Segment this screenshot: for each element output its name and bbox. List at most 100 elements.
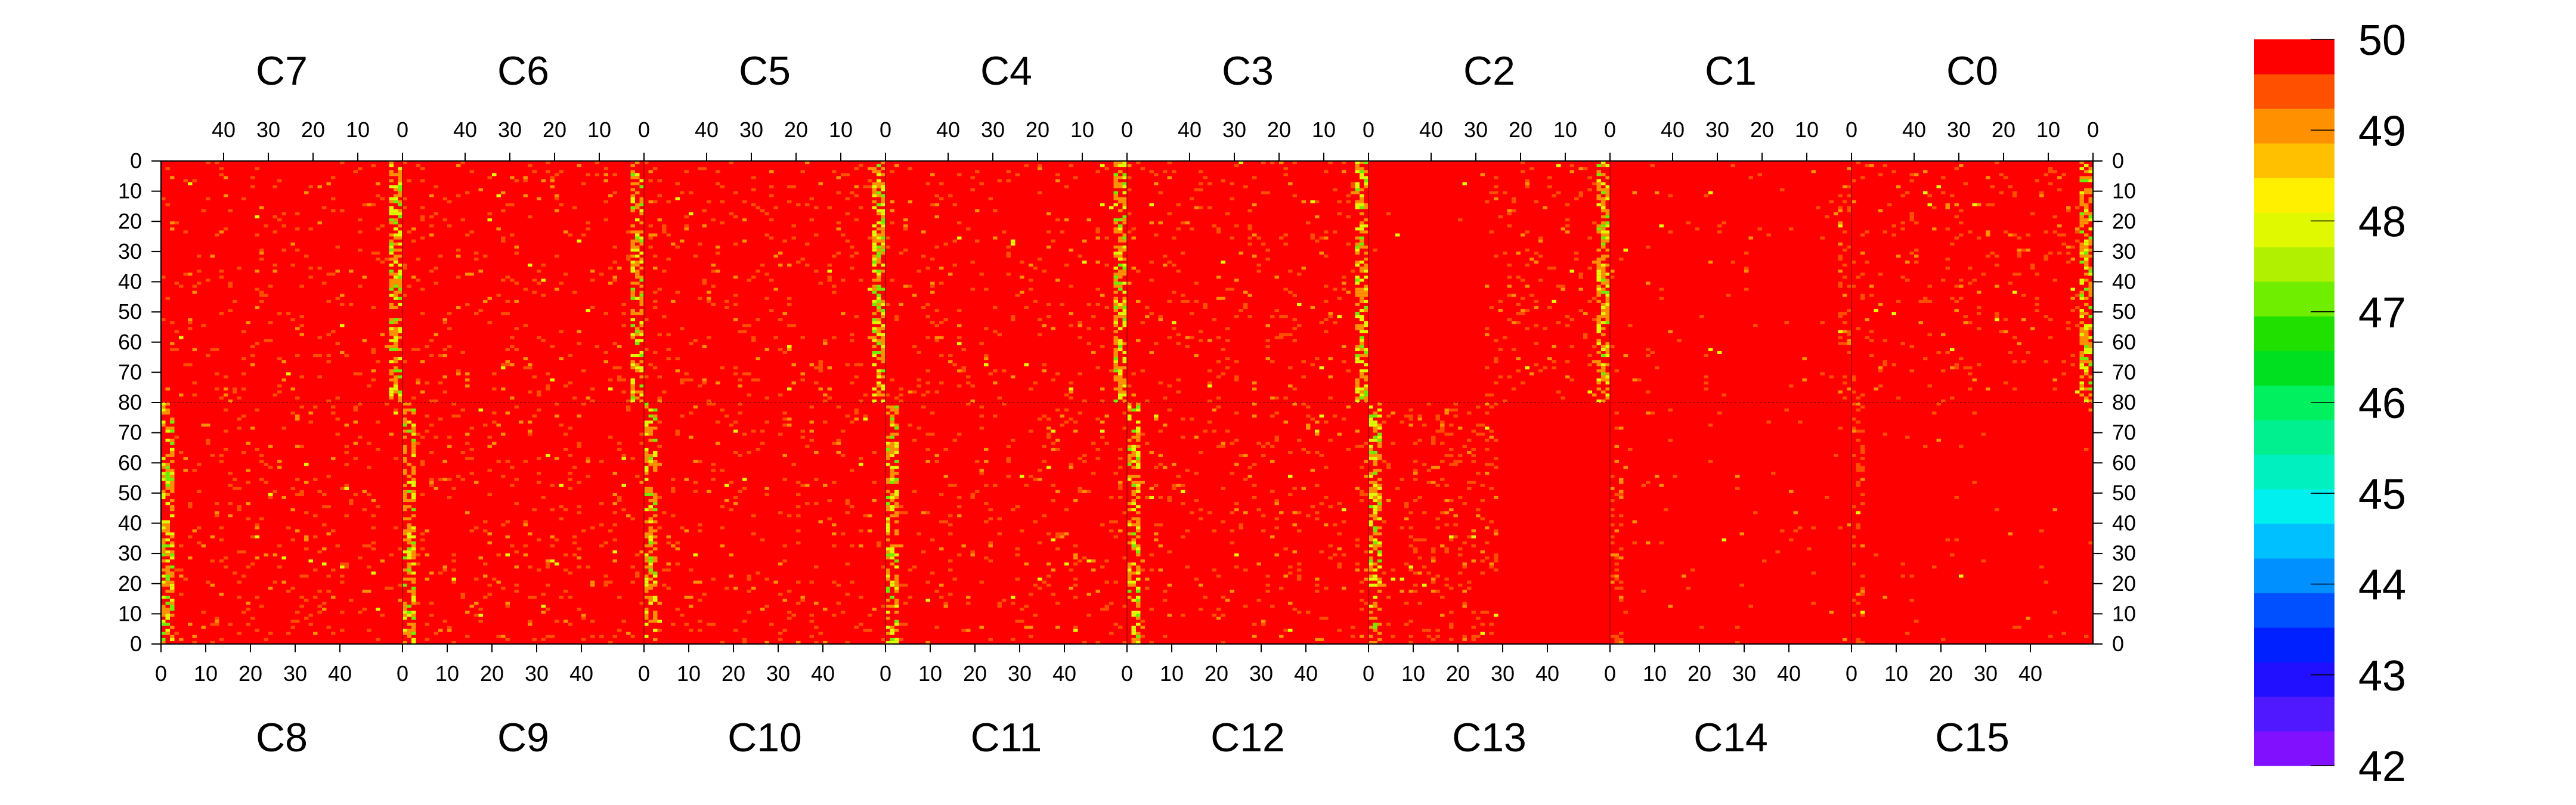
- heatmap-cell: [894, 444, 899, 448]
- heatmap-cell: [1485, 556, 1490, 560]
- heatmap-cell: [760, 264, 765, 267]
- heatmap-cell: [1990, 251, 1995, 255]
- heatmap-cell: [1163, 466, 1168, 469]
- heatmap-cell: [1265, 248, 1270, 252]
- heatmap-cell: [1534, 261, 1538, 264]
- heatmap-cell: [599, 523, 604, 527]
- heatmap-cell: [1431, 547, 1436, 551]
- heatmap-cell: [1342, 287, 1346, 291]
- heatmap-cell: [1605, 273, 1610, 276]
- heatmap-cell: [912, 490, 917, 493]
- heatmap-cell: [1086, 327, 1091, 330]
- heatmap-cell: [881, 182, 886, 185]
- heatmap-cell: [1122, 360, 1127, 364]
- heatmap-cell: [716, 251, 720, 255]
- heatmap-cell: [1440, 420, 1445, 424]
- heatmap-cell: [228, 514, 233, 518]
- heatmap-cell: [1413, 547, 1418, 551]
- heatmap-cell: [559, 596, 564, 599]
- heatmap-cell: [555, 538, 559, 541]
- heatmap-cell: [1614, 444, 1619, 448]
- heatmap-cell: [1252, 496, 1257, 499]
- heatmap-cell: [644, 469, 649, 472]
- heatmap-cell: [2084, 336, 2089, 339]
- heatmap-cell: [1230, 589, 1234, 593]
- heatmap-cell: [188, 556, 193, 560]
- heatmap-cell: [2026, 248, 2030, 252]
- heatmap-cell: [1256, 562, 1261, 566]
- heatmap-cell: [1941, 369, 1946, 373]
- heatmap-cell: [407, 402, 411, 406]
- heatmap-cell: [317, 375, 322, 379]
- heatmap-cell: [192, 179, 197, 182]
- heatmap-cell: [295, 227, 300, 231]
- heatmap-cell: [394, 375, 398, 379]
- heatmap-cell: [1346, 369, 1351, 373]
- heatmap-cell: [1587, 267, 1592, 270]
- heatmap-cell: [796, 514, 801, 518]
- heatmap-cell: [237, 426, 242, 430]
- heatmap-cell: [1386, 499, 1391, 503]
- heatmap-cell: [877, 194, 881, 197]
- heatmap-cell: [1601, 209, 1606, 213]
- heatmap-cell: [1078, 411, 1082, 415]
- heatmap-cell: [1377, 502, 1382, 506]
- heatmap-cell: [1292, 523, 1297, 527]
- heatmap-cell: [894, 637, 899, 641]
- heatmap-cell: [859, 206, 863, 209]
- heatmap-cell: [1355, 261, 1360, 264]
- heatmap-cell: [308, 267, 313, 270]
- heatmap-cell: [925, 182, 930, 185]
- heatmap-cell: [1181, 293, 1185, 297]
- heatmap-cell: [1408, 408, 1413, 412]
- heatmap-cell: [1373, 547, 1377, 551]
- heatmap-cell: [170, 535, 175, 538]
- heatmap-cell: [1977, 203, 1981, 206]
- heatmap-cell: [290, 586, 295, 590]
- heatmap-cell: [1462, 562, 1467, 566]
- heatmap-cell: [161, 529, 166, 532]
- heatmap-cell: [1073, 420, 1078, 424]
- heatmap-cell: [1417, 538, 1422, 541]
- heatmap-cell: [411, 408, 416, 412]
- heatmap-cell: [850, 381, 854, 385]
- heatmap-cell: [1360, 278, 1364, 282]
- heatmap-cell: [1109, 496, 1114, 499]
- heatmap-cell: [398, 185, 402, 188]
- heatmap-cell: [313, 405, 318, 409]
- heatmap-cell: [742, 487, 747, 490]
- heatmap-cell: [420, 236, 425, 240]
- heatmap-cell: [442, 321, 447, 324]
- heatmap-cell: [371, 499, 376, 503]
- heatmap-cell: [1605, 396, 1610, 400]
- heatmap-cell: [1118, 270, 1123, 273]
- heatmap-cell: [434, 185, 438, 188]
- heatmap-cell: [1158, 221, 1163, 225]
- heatmap-cell: [800, 336, 805, 339]
- heatmap-cell: [1927, 299, 1932, 303]
- heatmap-cell: [165, 565, 170, 569]
- heatmap-cell: [850, 469, 854, 472]
- heatmap-cell: [1109, 631, 1114, 635]
- heatmap-cell: [1158, 318, 1163, 321]
- heatmap-cell: [1391, 441, 1395, 445]
- heatmap-cell: [460, 408, 465, 412]
- heatmap-cell: [2012, 233, 2017, 237]
- heatmap-cell: [1167, 614, 1172, 617]
- heatmap-cell: [1261, 444, 1266, 448]
- heatmap-cell: [1038, 333, 1042, 336]
- heatmap-cell: [389, 372, 394, 376]
- heatmap-cell: [514, 245, 519, 249]
- heatmap-cell: [394, 236, 398, 240]
- heatmap-cell: [1355, 324, 1360, 327]
- heatmap-cell: [1163, 254, 1168, 258]
- heatmap-cell: [1212, 318, 1216, 321]
- heatmap-cell: [273, 185, 277, 188]
- heatmap-cell: [1485, 284, 1490, 288]
- heatmap-cell: [420, 287, 425, 291]
- heatmap-cell: [2079, 248, 2084, 252]
- heatmap-cell: [630, 164, 635, 168]
- heatmap-cell: [389, 293, 394, 297]
- heatmap-cell: [1315, 239, 1320, 243]
- heatmap-cell: [523, 357, 528, 361]
